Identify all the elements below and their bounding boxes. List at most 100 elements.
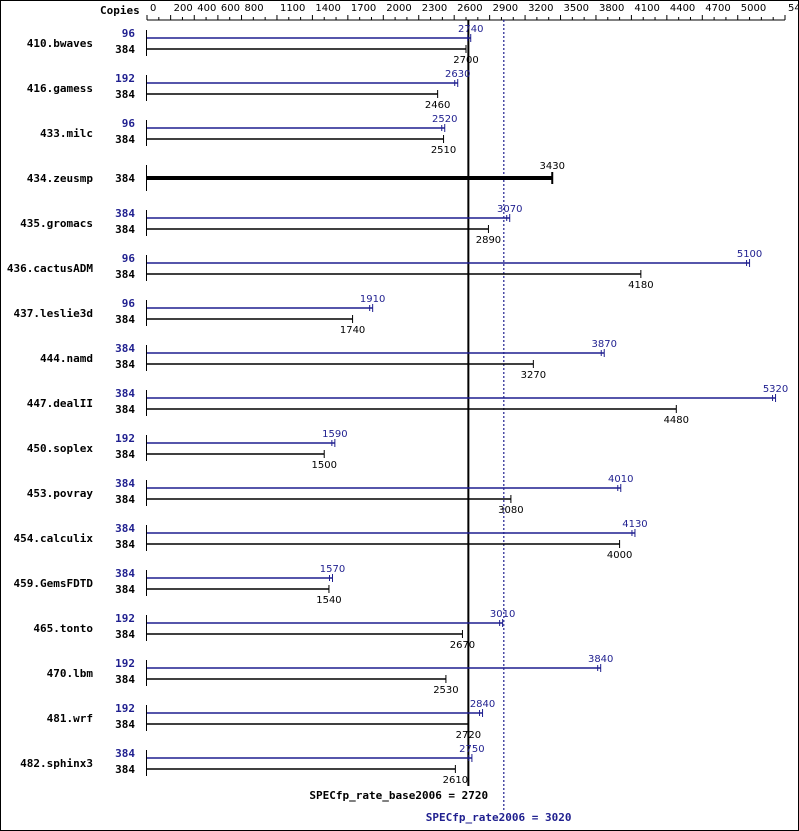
peak-copies: 384 — [115, 342, 135, 355]
base-value-label: 2460 — [425, 100, 450, 111]
peak-copies: 384 — [115, 567, 135, 580]
benchmark-name: 459.GemsFDTD — [14, 577, 94, 590]
base-copies: 384 — [115, 172, 135, 185]
x-tick-label: 2000 — [386, 3, 411, 14]
peak-copies: 192 — [115, 657, 135, 670]
benchmark-name: 465.tonto — [33, 622, 93, 635]
base-value-label: 2530 — [433, 685, 458, 696]
base-copies: 384 — [115, 223, 135, 236]
benchmark-name: 447.dealII — [27, 397, 93, 410]
base-value-label: 4180 — [628, 280, 653, 291]
base-value-label: 4480 — [664, 415, 689, 426]
base-summary-label: SPECfp_rate_base2006 = 2720 — [309, 789, 488, 802]
x-tick-label: 5000 — [741, 3, 766, 14]
peak-value-label: 4010 — [608, 474, 633, 485]
x-tick-label: 800 — [245, 3, 264, 14]
base-value-label: 2510 — [431, 145, 456, 156]
benchmark-name: 437.leslie3d — [14, 307, 93, 320]
peak-value-label: 2520 — [432, 114, 457, 125]
benchmark-name: 436.cactusADM — [7, 262, 93, 275]
peak-copies: 384 — [115, 747, 135, 760]
benchmark-name: 434.zeusmp — [27, 172, 94, 185]
peak-value-label: 3840 — [588, 654, 613, 665]
peak-copies: 96 — [122, 297, 136, 310]
base-copies: 384 — [115, 403, 135, 416]
base-copies: 384 — [115, 358, 135, 371]
benchmark-name: 453.povray — [27, 487, 94, 500]
base-value-label: 2720 — [456, 730, 481, 741]
benchmark-name: 482.sphinx3 — [20, 757, 93, 770]
peak-copies: 384 — [115, 477, 135, 490]
benchmark-name: 444.namd — [40, 352, 93, 365]
peak-copies: 96 — [122, 27, 136, 40]
peak-summary-label: SPECfp_rate2006 = 3020 — [426, 811, 572, 824]
peak-value-label: 3870 — [592, 339, 617, 350]
x-tick-label: 3200 — [528, 3, 553, 14]
x-tick-label: 400 — [197, 3, 216, 14]
x-tick-label: 1100 — [280, 3, 305, 14]
peak-copies: 192 — [115, 72, 135, 85]
x-tick-label: 2900 — [493, 3, 518, 14]
base-copies: 384 — [115, 43, 135, 56]
base-value-label: 2610 — [443, 775, 468, 786]
base-copies: 384 — [115, 718, 135, 731]
x-tick-label: 1700 — [351, 3, 376, 14]
x-tick-label: 3800 — [599, 3, 624, 14]
base-value-label: 1500 — [311, 460, 336, 471]
base-copies: 384 — [115, 88, 135, 101]
x-tick-label: 5400 — [788, 3, 799, 14]
peak-value-label: 2840 — [470, 699, 495, 710]
benchmark-name: 454.calculix — [14, 532, 94, 545]
x-tick-label: 200 — [174, 3, 193, 14]
base-value-label: 1540 — [316, 595, 341, 606]
peak-value-label: 4130 — [622, 519, 647, 530]
base-value-label: 3430 — [540, 161, 565, 172]
base-copies: 384 — [115, 628, 135, 641]
base-value-label: 2890 — [476, 235, 501, 246]
base-copies: 384 — [115, 268, 135, 281]
base-copies: 384 — [115, 133, 135, 146]
peak-copies: 96 — [122, 117, 136, 130]
peak-copies: 384 — [115, 522, 135, 535]
base-value-label: 3270 — [521, 370, 546, 381]
x-tick-label: 0 — [150, 3, 156, 14]
benchmark-name: 450.soplex — [27, 442, 94, 455]
peak-value-label: 1590 — [322, 429, 347, 440]
x-tick-label: 2300 — [422, 3, 447, 14]
base-value-label: 3080 — [498, 505, 523, 516]
peak-value-label: 5100 — [737, 249, 762, 260]
peak-value-label: 5320 — [763, 384, 788, 395]
peak-copies: 96 — [122, 252, 136, 265]
x-tick-label: 600 — [221, 3, 240, 14]
peak-value-label: 2740 — [458, 24, 483, 35]
benchmark-name: 433.milc — [40, 127, 93, 140]
base-copies: 384 — [115, 313, 135, 326]
base-value-label: 1740 — [340, 325, 365, 336]
peak-value-label: 3010 — [490, 609, 515, 620]
peak-copies: 384 — [115, 387, 135, 400]
x-tick-label: 3500 — [564, 3, 589, 14]
peak-copies: 192 — [115, 432, 135, 445]
copies-header: Copies — [100, 4, 140, 17]
base-copies: 384 — [115, 448, 135, 461]
x-tick-label: 2600 — [457, 3, 482, 14]
peak-value-label: 3070 — [497, 204, 522, 215]
base-value-label: 2670 — [450, 640, 475, 651]
base-copies: 384 — [115, 538, 135, 551]
peak-copies: 192 — [115, 612, 135, 625]
peak-value-label: 1570 — [320, 564, 345, 575]
base-value-label: 4000 — [607, 550, 632, 561]
benchmark-name: 410.bwaves — [27, 37, 93, 50]
base-value-label: 2700 — [453, 55, 478, 66]
benchmark-name: 481.wrf — [47, 712, 93, 725]
benchmark-name: 416.gamess — [27, 82, 93, 95]
x-tick-label: 1400 — [315, 3, 340, 14]
base-copies: 384 — [115, 673, 135, 686]
peak-copies: 192 — [115, 702, 135, 715]
base-copies: 384 — [115, 583, 135, 596]
base-copies: 384 — [115, 763, 135, 776]
x-tick-label: 4100 — [634, 3, 659, 14]
benchmark-name: 435.gromacs — [20, 217, 93, 230]
